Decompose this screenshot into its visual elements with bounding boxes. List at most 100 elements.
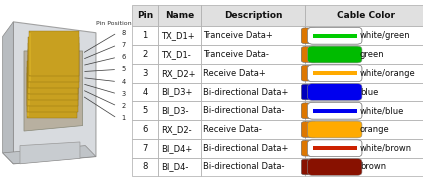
Bar xyxy=(305,83,423,101)
Text: Bi-directional Data-: Bi-directional Data- xyxy=(203,163,285,171)
Text: Description: Description xyxy=(224,11,283,20)
Text: 7: 7 xyxy=(121,42,126,48)
FancyBboxPatch shape xyxy=(308,121,362,138)
Bar xyxy=(305,120,423,139)
Text: Bi-directional Data-: Bi-directional Data- xyxy=(203,106,285,115)
FancyBboxPatch shape xyxy=(301,28,316,43)
Text: white/brown: white/brown xyxy=(360,144,412,153)
Bar xyxy=(132,64,158,83)
FancyBboxPatch shape xyxy=(301,47,316,62)
FancyBboxPatch shape xyxy=(301,66,316,81)
FancyBboxPatch shape xyxy=(301,122,316,137)
Text: Bi-directional Data+: Bi-directional Data+ xyxy=(203,88,289,96)
Text: BI_D4-: BI_D4- xyxy=(161,163,188,171)
Polygon shape xyxy=(14,22,96,164)
Bar xyxy=(158,64,201,83)
Text: 7: 7 xyxy=(143,144,148,153)
Bar xyxy=(305,158,423,176)
Bar xyxy=(305,26,423,45)
Polygon shape xyxy=(3,146,96,164)
Text: 3: 3 xyxy=(143,69,148,78)
Polygon shape xyxy=(28,37,79,82)
Text: RX_D2-: RX_D2- xyxy=(161,125,191,134)
FancyBboxPatch shape xyxy=(301,159,316,175)
FancyBboxPatch shape xyxy=(301,141,316,156)
Text: BI_D3-: BI_D3- xyxy=(161,106,188,115)
Bar xyxy=(313,71,357,76)
Bar xyxy=(132,120,158,139)
Text: BI_D4+: BI_D4+ xyxy=(161,144,192,153)
FancyBboxPatch shape xyxy=(308,102,362,119)
Bar xyxy=(201,158,305,176)
Polygon shape xyxy=(28,49,78,94)
Bar xyxy=(132,83,158,101)
Text: blue: blue xyxy=(360,88,378,96)
Text: green: green xyxy=(360,50,385,59)
Bar xyxy=(132,5,158,26)
Polygon shape xyxy=(27,67,77,112)
Polygon shape xyxy=(24,51,82,131)
Bar xyxy=(313,108,357,113)
Text: 5: 5 xyxy=(121,66,126,72)
Bar xyxy=(201,120,305,139)
Bar xyxy=(132,158,158,176)
Bar xyxy=(305,64,423,83)
Text: BI_D3+: BI_D3+ xyxy=(161,88,192,96)
Text: white/green: white/green xyxy=(360,31,410,40)
FancyBboxPatch shape xyxy=(308,159,362,175)
Polygon shape xyxy=(28,51,30,93)
Text: 6: 6 xyxy=(143,125,148,134)
Bar xyxy=(305,45,423,64)
Text: 5: 5 xyxy=(143,106,148,115)
Text: Name: Name xyxy=(165,11,194,20)
Text: white/blue: white/blue xyxy=(360,106,404,115)
Text: Tranceive Data+: Tranceive Data+ xyxy=(203,31,273,40)
Polygon shape xyxy=(29,45,30,87)
Polygon shape xyxy=(27,69,29,110)
Bar xyxy=(158,26,201,45)
Bar xyxy=(158,83,201,101)
Bar xyxy=(313,33,357,38)
Bar xyxy=(132,45,158,64)
FancyBboxPatch shape xyxy=(301,103,316,118)
Text: TX_D1+: TX_D1+ xyxy=(161,31,195,40)
Bar xyxy=(158,101,201,120)
FancyBboxPatch shape xyxy=(308,27,362,44)
Polygon shape xyxy=(27,73,77,118)
Bar xyxy=(132,101,158,120)
Text: Bi-directional Data+: Bi-directional Data+ xyxy=(203,144,289,153)
Polygon shape xyxy=(20,142,80,164)
FancyBboxPatch shape xyxy=(308,46,362,63)
Bar xyxy=(158,158,201,176)
Text: 1: 1 xyxy=(143,31,148,40)
Text: 8: 8 xyxy=(143,163,148,171)
Text: Receive Data+: Receive Data+ xyxy=(203,69,266,78)
Text: RX_D2+: RX_D2+ xyxy=(161,69,195,78)
Bar xyxy=(201,139,305,158)
Polygon shape xyxy=(3,22,14,164)
Polygon shape xyxy=(28,63,30,104)
Polygon shape xyxy=(27,61,78,106)
Bar xyxy=(158,5,201,26)
Text: Receive Data-: Receive Data- xyxy=(203,125,262,134)
Text: brown: brown xyxy=(360,163,386,171)
Bar xyxy=(305,101,423,120)
Bar xyxy=(313,146,357,151)
Bar xyxy=(132,26,158,45)
Text: white/orange: white/orange xyxy=(360,69,415,78)
FancyBboxPatch shape xyxy=(308,140,362,157)
Polygon shape xyxy=(27,55,78,100)
Text: 8: 8 xyxy=(121,30,126,36)
Bar xyxy=(201,26,305,45)
Polygon shape xyxy=(29,39,31,81)
Text: 2: 2 xyxy=(121,103,126,109)
Bar xyxy=(158,45,201,64)
Bar xyxy=(158,139,201,158)
Text: orange: orange xyxy=(360,125,390,134)
Text: 1: 1 xyxy=(121,115,125,121)
FancyBboxPatch shape xyxy=(308,84,362,100)
Text: Pin Position: Pin Position xyxy=(96,21,132,26)
Polygon shape xyxy=(29,31,79,76)
Bar xyxy=(201,83,305,101)
Bar xyxy=(201,45,305,64)
